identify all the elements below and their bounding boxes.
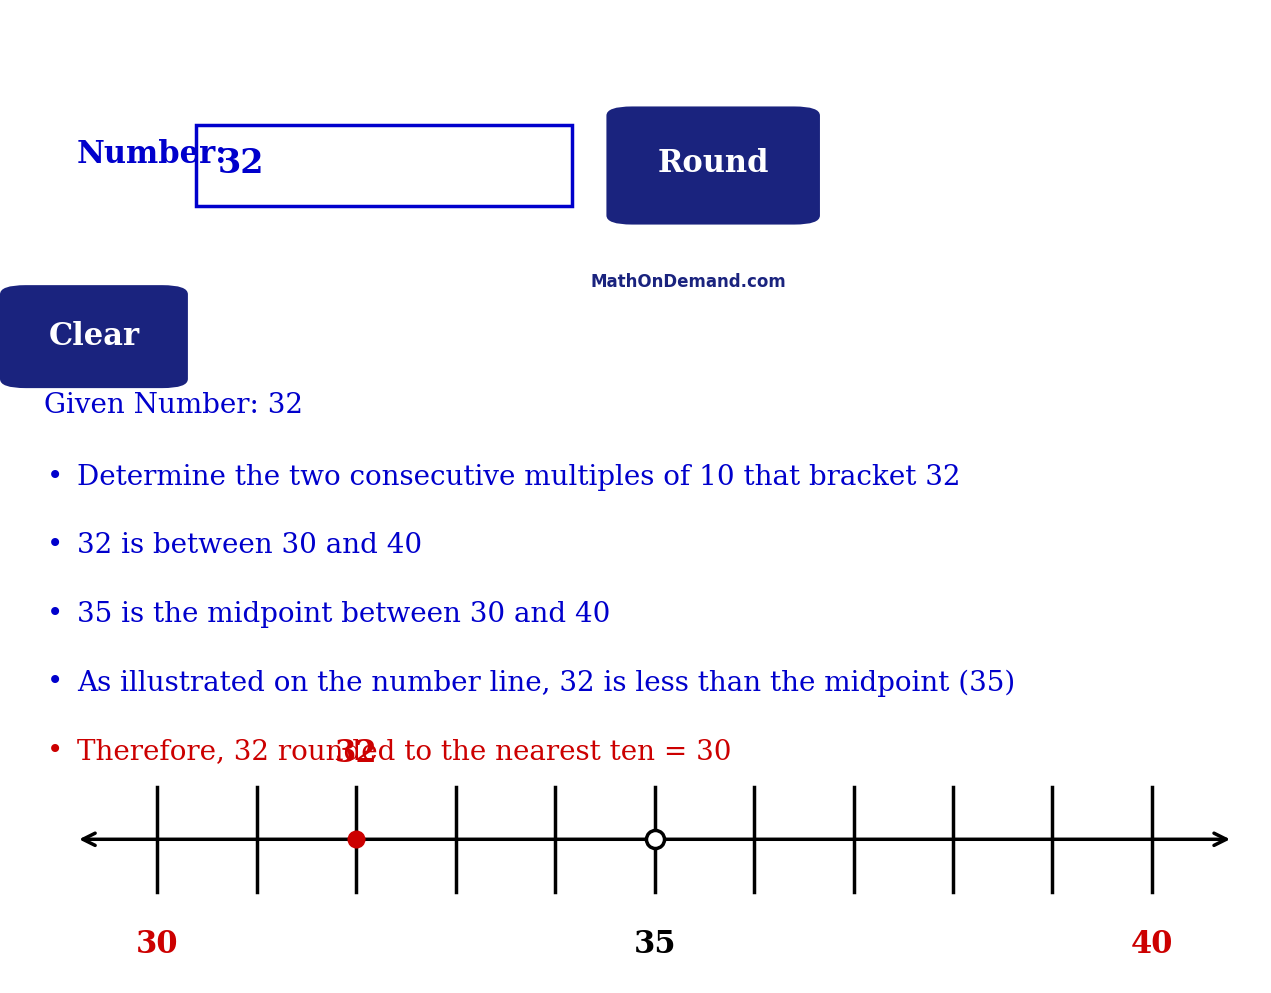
Text: As illustrated on the number line, 32 is less than the midpoint (35): As illustrated on the number line, 32 is…: [76, 669, 1016, 697]
Text: 35 is the midpoint between 30 and 40: 35 is the midpoint between 30 and 40: [76, 601, 610, 628]
Text: •: •: [47, 738, 64, 765]
Text: •: •: [47, 532, 64, 559]
Text: 32: 32: [217, 148, 264, 181]
Text: 32: 32: [334, 738, 377, 769]
Text: Clear: Clear: [48, 321, 140, 353]
Text: Determine the two consecutive multiples of 10 that bracket 32: Determine the two consecutive multiples …: [76, 464, 961, 491]
FancyBboxPatch shape: [197, 124, 572, 207]
Text: Number:: Number:: [76, 139, 228, 171]
FancyBboxPatch shape: [0, 285, 188, 388]
Text: Round to the Nearest Ten with a Number Line: Round to the Nearest Ten with a Number L…: [0, 32, 929, 70]
Text: Therefore, 32 rounded to the nearest ten = 30: Therefore, 32 rounded to the nearest ten…: [76, 738, 731, 765]
Text: •: •: [47, 464, 64, 491]
Text: Round: Round: [657, 149, 769, 180]
Text: 32 is between 30 and 40: 32 is between 30 and 40: [76, 532, 422, 559]
Text: MathOnDemand.com: MathOnDemand.com: [590, 273, 785, 291]
Text: •: •: [47, 669, 64, 696]
Text: •: •: [47, 601, 64, 628]
Text: Given Number: 32: Given Number: 32: [43, 392, 302, 419]
FancyBboxPatch shape: [606, 106, 820, 224]
Text: 40: 40: [1131, 928, 1173, 959]
Text: 35: 35: [633, 928, 676, 959]
Text: 30: 30: [136, 928, 178, 959]
